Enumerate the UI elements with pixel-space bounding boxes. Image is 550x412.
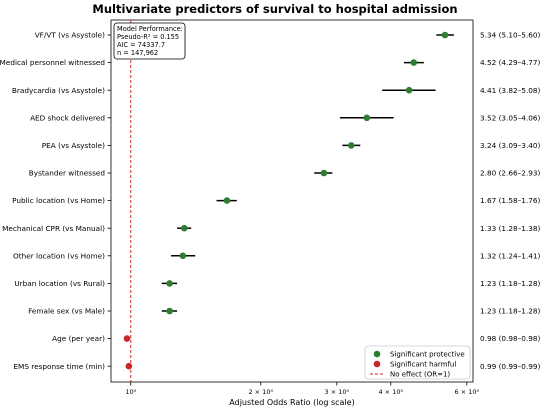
estimate-point [405,86,413,94]
estimate-point [347,142,355,149]
annotation-line: Model Performance: [117,25,183,33]
y-tick-label: Female sex (vs Male) [28,307,105,316]
legend-box [364,345,471,380]
estimate-text: 0.98 (0.98–0.98) [480,334,541,343]
estimate-text: 3.24 (3.09–3.40) [480,141,541,150]
x-axis-label: Adjusted Odds Ratio (log scale) [229,398,354,407]
legend-label: Significant harmful [390,361,456,369]
x-tick-label: 3 × 10⁰ [325,388,350,396]
y-tick-label: VF/VT (vs Asystole) [35,31,105,40]
y-tick-label: EMS response time (min) [13,362,105,371]
estimate-point [166,280,173,287]
estimate-text: 1.23 (1.18–1.28) [480,279,541,288]
estimate-point [223,197,231,204]
estimate-text: 1.67 (1.58–1.76) [480,196,541,205]
y-tick-label: Medical personnel witnessed [0,58,105,67]
forest-row: Medical personnel witnessed 4.52 (4.29–4.… [0,58,541,67]
annotation-line: Pseudo-R² = 0.155 [117,33,179,41]
forest-row: AED shock delivered 3.52 (3.05–4.06) [30,113,540,122]
estimate-point [125,362,133,370]
forest-row: Mechanical CPR (vs Manual) 1.33 (1.28–1.3… [2,224,540,233]
model-annotation: Model Performance: Pseudo-R² = 0.155 AIC… [113,22,186,60]
plot-frame [110,19,474,383]
estimate-point [179,252,187,260]
x-tick-label: 4 × 10⁰ [378,388,403,396]
forest-row: Female sex (vs Male) 1.23 (1.18–1.28) [28,307,540,316]
estimate-text: 0.99 (0.99–0.99) [480,362,541,371]
annotation-box [113,22,186,60]
legend-marker-protective [373,350,381,358]
x-axis: 10⁰ 2 × 10⁰ 3 × 10⁰ 4 × 10⁰ 6 × 10⁰ [125,382,480,396]
estimate-text: 5.34 (5.10–5.60) [480,31,541,40]
y-tick-label: Public location (vs Home) [12,196,105,205]
y-tick-label: Age (per year) [52,334,105,343]
legend-marker-harmful [373,360,381,368]
estimate-point [180,224,188,232]
legend: Significant protective Significant harmf… [364,345,471,380]
estimate-point [441,31,449,39]
estimate-point [410,59,418,66]
estimate-text: 4.52 (4.29–4.77) [480,58,541,67]
forest-row: PEA (vs Asystole) 3.24 (3.09–3.40) [42,141,541,150]
estimate-text: 1.23 (1.18–1.28) [480,307,541,316]
forest-row: VF/VT (vs Asystole) 5.34 (5.10–5.60) [35,31,541,40]
x-tick-label: 2 × 10⁰ [248,388,273,396]
annotation-line: n = 147,962 [117,49,158,57]
estimate-text: 1.33 (1.28–1.38) [480,224,541,233]
forest-row: Bradycardia (vs Asystole) 4.41 (3.82–5.08… [12,86,541,95]
y-tick-label: Bystander witnessed [29,169,105,178]
x-tick-label: 6 × 10⁰ [455,388,480,396]
y-tick-label: Mechanical CPR (vs Manual) [2,224,105,233]
forest-row: Other location (vs Home) 1.32 (1.24–1.41) [13,251,541,260]
estimate-point [166,307,173,315]
legend-label: Significant protective [390,351,465,359]
legend-label: No effect (OR=1) [390,371,450,379]
y-tick-label: AED shock delivered [30,113,105,122]
forest-row: Age (per year) 0.98 (0.98–0.98) [52,334,540,343]
forest-rows: VF/VT (vs Asystole) 5.34 (5.10–5.60) Medic… [0,31,541,371]
estimate-text: 3.52 (3.05–4.06) [480,113,541,122]
chart-title: Multivariate predictors of survival to h… [92,2,457,16]
annotation-line: AIC = 74337.7 [117,41,165,49]
x-tick-label: 10⁰ [125,388,136,396]
forest-row: EMS response time (min) 0.99 (0.99–0.99) [13,362,540,371]
estimate-text: 1.32 (1.24–1.41) [480,251,541,260]
y-tick-label: PEA (vs Asystole) [42,141,105,150]
forest-row: Public location (vs Home) 1.67 (1.58–1.76… [12,196,540,205]
estimate-text: 4.41 (3.82–5.08) [480,86,541,95]
estimate-point [363,114,371,122]
y-tick-label: Bradycardia (vs Asystole) [12,86,105,95]
estimate-text: 2.80 (2.66–2.93) [480,169,541,178]
y-tick-label: Urban location (vs Rural) [14,279,105,288]
y-tick-label: Other location (vs Home) [13,251,105,260]
estimate-point [320,169,328,177]
forest-row: Urban location (vs Rural) 1.23 (1.18–1.28… [14,279,540,288]
forest-row: Bystander witnessed 2.80 (2.66–2.93) [29,169,541,178]
estimate-point [123,335,131,342]
